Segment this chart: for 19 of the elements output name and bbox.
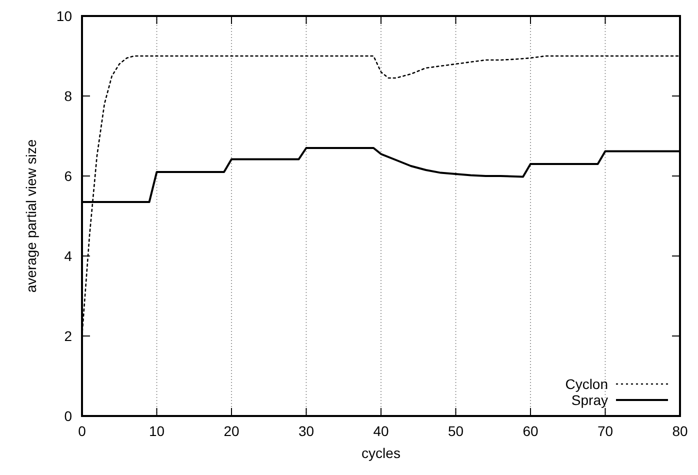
y-tick-label: 10 (56, 8, 72, 24)
legend-label: Cyclon (565, 376, 608, 392)
y-tick-label: 8 (64, 88, 72, 104)
x-tick-label: 30 (298, 423, 314, 439)
y-tick-label: 2 (64, 328, 72, 344)
x-tick-label: 20 (224, 423, 240, 439)
x-tick-label: 40 (373, 423, 389, 439)
y-tick-label: 6 (64, 168, 72, 184)
x-axis-title: cycles (362, 445, 400, 461)
y-tick-label: 0 (64, 408, 72, 424)
x-tick-label: 70 (597, 423, 614, 439)
x-tick-label: 60 (522, 423, 538, 439)
x-tick-label: 80 (672, 423, 688, 439)
y-axis-title: average partial view size (23, 139, 39, 293)
x-tick-label: 50 (448, 423, 464, 439)
legend-label: Spray (571, 392, 608, 408)
x-tick-label: 10 (148, 423, 165, 439)
y-tick-label: 4 (64, 248, 72, 264)
x-tick-label: 0 (78, 423, 86, 439)
